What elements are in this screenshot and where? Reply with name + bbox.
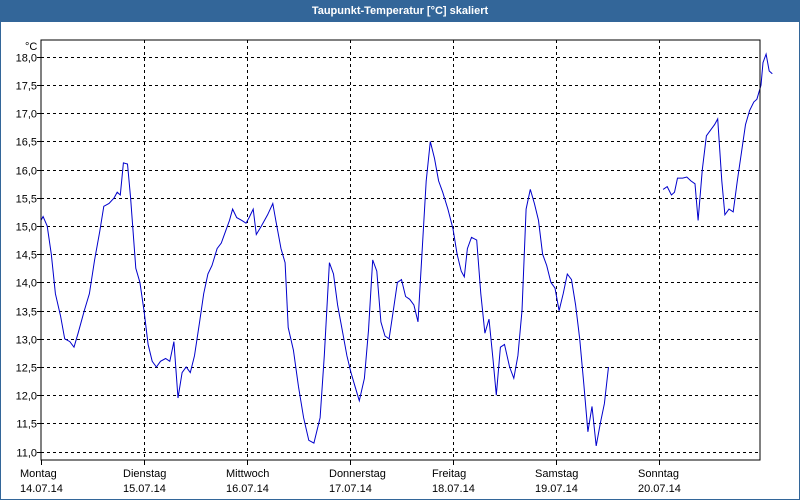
series-line-segment xyxy=(40,141,609,446)
series-line-segment xyxy=(662,52,773,221)
y-tick-label: 13,0 xyxy=(16,335,37,347)
y-tick-label: 12,5 xyxy=(16,363,37,375)
chart-area: °C 11,0 11,5 12,0 12,5 13,0 13,5 14,0 14,5 15,0 1… xyxy=(1,22,799,499)
x-tick-date: 15.07.14 xyxy=(123,483,166,495)
x-tick-date: 20.07.14 xyxy=(638,483,681,495)
y-axis-unit-label: °C xyxy=(25,41,37,53)
x-tick-date: 18.07.14 xyxy=(432,483,475,495)
y-tick-label: 14,0 xyxy=(16,278,37,290)
series-dewpoint xyxy=(40,52,773,446)
grid-lines xyxy=(41,40,760,460)
y-tick-label: 14,5 xyxy=(16,250,37,262)
x-tick-weekday: Mittwoch xyxy=(226,468,269,480)
y-tick-label: 16,0 xyxy=(16,166,37,178)
y-tick-label: 15,5 xyxy=(16,194,37,206)
y-tick-label: 11,0 xyxy=(16,448,37,460)
x-tick-weekday: Sonntag xyxy=(638,468,679,480)
x-tick-weekday: Donnerstag xyxy=(329,468,386,480)
y-tick-label: 17,5 xyxy=(16,81,37,93)
window-title: Taupunkt-Temperatur [°C] skaliert xyxy=(0,0,800,22)
x-tick-date: 17.07.14 xyxy=(329,483,372,495)
x-tick-date: 16.07.14 xyxy=(226,483,269,495)
dewpoint-chart: °C 11,011,512,012,513,013,514,014,515,01… xyxy=(16,39,773,495)
y-tick-label: 11,5 xyxy=(16,419,37,431)
y-axis-ticks: 11,0 11,5 12,0 12,5 13,0 13,5 14,0 14,5 15,0 15,5… xyxy=(16,53,41,460)
plot-frame xyxy=(40,39,761,461)
y-tick-label: 17,0 xyxy=(16,109,37,121)
y-tick-label: 18,0 xyxy=(16,53,37,65)
y-tick-label: 16,5 xyxy=(16,137,37,149)
x-tick-weekday: Montag xyxy=(20,468,57,480)
y-tick-label: 12,0 xyxy=(16,391,37,403)
x-axis-ticks: Montag 14.07.14 Dienstag 15.07.14 Mittwoch 16… xyxy=(20,460,681,495)
x-tick-weekday: Freitag xyxy=(432,468,466,480)
x-tick-date: 14.07.14 xyxy=(20,483,63,495)
x-tick-weekday: Dienstag xyxy=(123,468,166,480)
x-tick-weekday: Samstag xyxy=(535,468,578,480)
y-tick-label: 13,5 xyxy=(16,307,37,319)
x-tick-date: 19.07.14 xyxy=(535,483,578,495)
y-tick-label: 15,0 xyxy=(16,222,37,234)
